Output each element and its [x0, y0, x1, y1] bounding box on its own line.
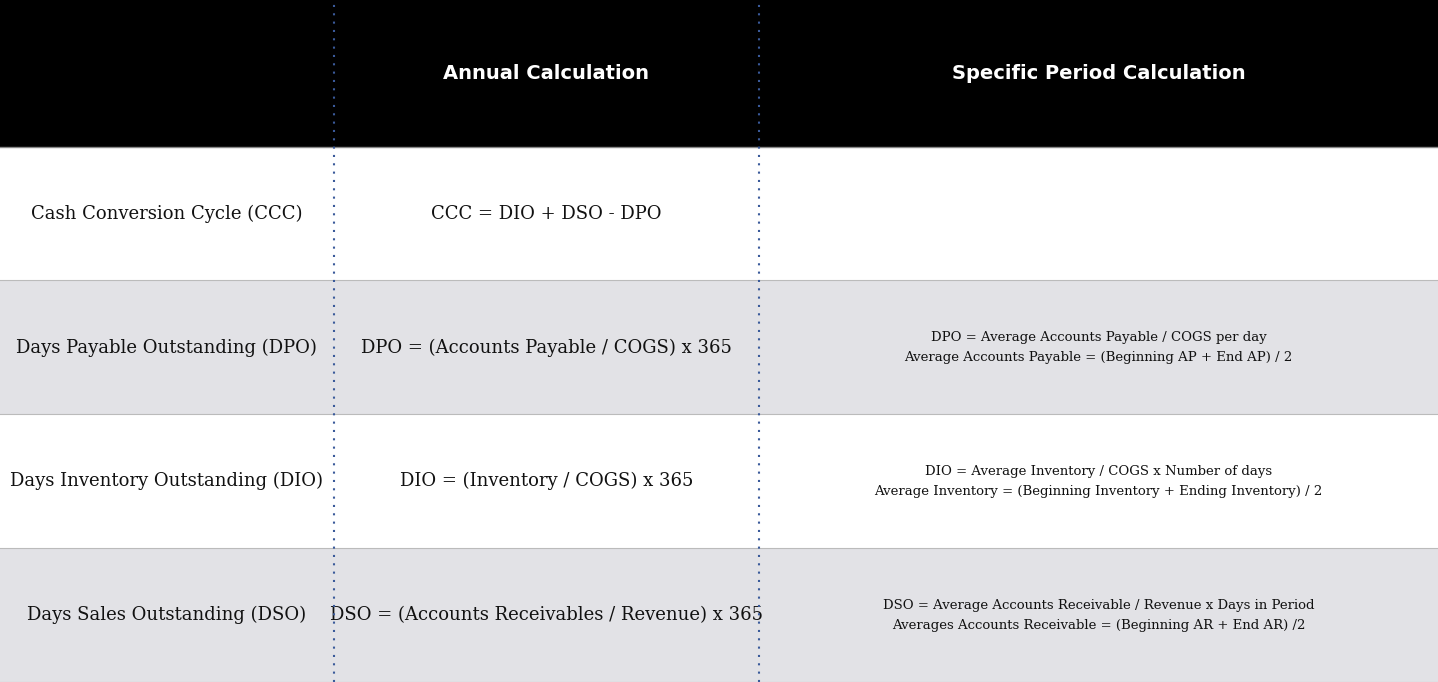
- Text: Days Inventory Outstanding (DIO): Days Inventory Outstanding (DIO): [10, 472, 324, 490]
- Bar: [0, 280, 1438, 415]
- Text: Days Sales Outstanding (DSO): Days Sales Outstanding (DSO): [27, 606, 306, 624]
- Text: DPO = (Accounts Payable / COGS) x 365: DPO = (Accounts Payable / COGS) x 365: [361, 338, 732, 357]
- Bar: [0, 548, 1438, 682]
- Text: DIO = Average Inventory / COGS x Number of days
Average Inventory = (Beginning I: DIO = Average Inventory / COGS x Number …: [874, 464, 1323, 498]
- Text: Days Payable Outstanding (DPO): Days Payable Outstanding (DPO): [16, 338, 318, 357]
- Text: DPO = Average Accounts Payable / COGS per day
Average Accounts Payable = (Beginn: DPO = Average Accounts Payable / COGS pe…: [905, 331, 1293, 364]
- Text: DSO = Average Accounts Receivable / Revenue x Days in Period
Averages Accounts R: DSO = Average Accounts Receivable / Reve…: [883, 599, 1314, 632]
- Text: DIO = (Inventory / COGS) x 365: DIO = (Inventory / COGS) x 365: [400, 472, 693, 490]
- Bar: [0, 147, 1438, 280]
- Text: Cash Conversion Cycle (CCC): Cash Conversion Cycle (CCC): [32, 205, 302, 223]
- Text: Annual Calculation: Annual Calculation: [443, 64, 650, 83]
- Text: Specific Period Calculation: Specific Period Calculation: [952, 64, 1245, 83]
- Text: CCC = DIO + DSO - DPO: CCC = DIO + DSO - DPO: [431, 205, 661, 222]
- Bar: [0, 414, 1438, 548]
- Text: DSO = (Accounts Receivables / Revenue) x 365: DSO = (Accounts Receivables / Revenue) x…: [329, 606, 764, 624]
